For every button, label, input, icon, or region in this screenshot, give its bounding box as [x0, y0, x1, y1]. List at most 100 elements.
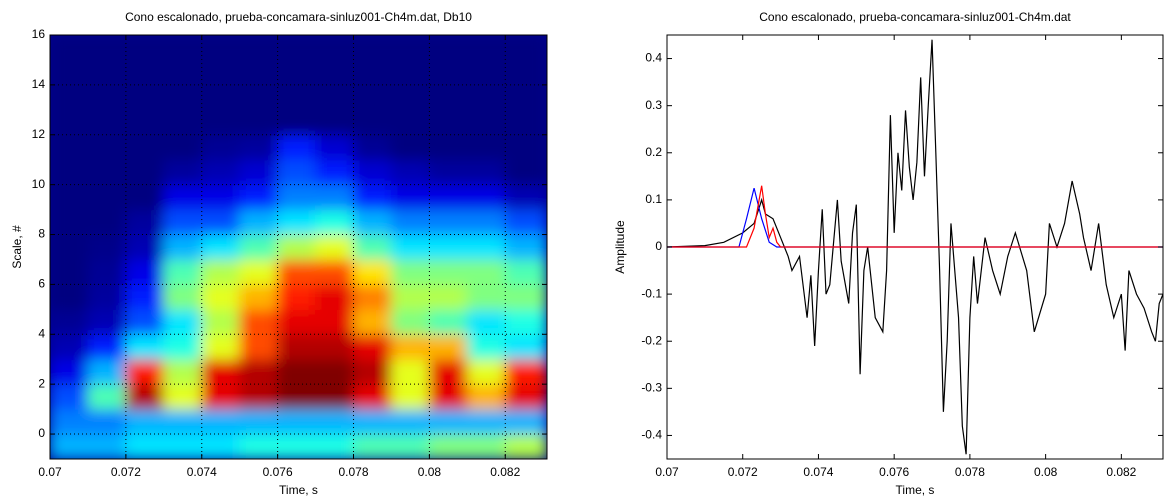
heatmap-cell: [390, 159, 430, 186]
heatmap-cell: [163, 159, 203, 186]
y-tick-label: -0.3: [641, 381, 662, 395]
heatmap-cell: [353, 234, 392, 260]
heatmap-cell: [50, 258, 89, 285]
heatmap-cell: [315, 258, 355, 285]
y-tick-label: 2: [38, 376, 45, 390]
heatmap-cell: [87, 209, 127, 236]
heatmap-cell: [201, 358, 241, 385]
heatmap-cell: [353, 308, 392, 335]
heatmap-cell: [504, 383, 544, 410]
heatmap-cell: [125, 159, 165, 186]
line-series: [667, 39, 1163, 455]
heatmap-cell: [201, 433, 241, 459]
heatmap-cell: [50, 308, 89, 335]
heatmap-cell: [50, 333, 89, 360]
heatmap-cell: [504, 159, 544, 186]
heatmap-cell: [239, 209, 279, 236]
heatmap-cell: [315, 283, 355, 310]
x-axis-label: Time, s: [279, 483, 318, 497]
x-axis-label: Time, s: [896, 483, 935, 497]
heatmap-cell: [466, 283, 506, 310]
heatmap-cell: [201, 159, 241, 186]
heatmap-cell: [163, 358, 203, 385]
heatmap-cell: [428, 308, 468, 335]
y-tick-label: 16: [32, 27, 46, 41]
heatmap-cell: [428, 358, 468, 385]
heatmap-cell: [239, 383, 279, 410]
heatmap-cell: [163, 408, 203, 435]
heatmap-cell: [201, 134, 241, 161]
heatmap-cell: [353, 433, 392, 459]
y-tick-label: 0.1: [645, 192, 662, 206]
y-tick-label: 0.4: [645, 51, 662, 65]
heatmap-cell: [504, 408, 544, 435]
heatmap-cell: [50, 433, 89, 459]
heatmap-cell: [125, 383, 165, 410]
x-tick-label: 0.072: [728, 465, 758, 479]
heatmap-cell: [50, 234, 89, 260]
heatmap-cell: [428, 184, 468, 211]
line-series: [667, 187, 1163, 248]
heatmap-cell: [239, 184, 279, 211]
heatmap-cell: [125, 283, 165, 310]
heatmap-cell: [466, 408, 506, 435]
heatmap-cell: [277, 383, 317, 410]
heatmap-cell: [504, 433, 544, 459]
x-tick-label: 0.08: [1034, 465, 1058, 479]
heatmap-cell: [504, 35, 544, 136]
heatmap-cell: [466, 159, 506, 186]
y-tick-label: 0: [655, 239, 662, 253]
heatmap-cell: [125, 234, 165, 260]
heatmap-cell: [315, 383, 355, 410]
heatmap-cell: [239, 333, 279, 360]
heatmap-cell: [428, 35, 468, 136]
heatmap-cell: [504, 333, 544, 360]
heatmap-cell: [163, 184, 203, 211]
heatmap-cell: [163, 433, 203, 459]
heatmap-cell: [277, 159, 317, 186]
axes-frame: [49, 34, 548, 460]
y-tick-label: -0.1: [641, 286, 662, 300]
heatmap-cell: [277, 308, 317, 335]
heatmap-cell: [277, 234, 317, 260]
heatmap-cell: [466, 184, 506, 211]
heatmap-cell: [201, 333, 241, 360]
heatmap-cell: [428, 383, 468, 410]
heatmap-cell: [239, 258, 279, 285]
y-tick-label: 0.2: [645, 145, 662, 159]
heatmap-cell: [353, 283, 392, 310]
heatmap-cell: [87, 333, 127, 360]
heatmap-cell: [466, 433, 506, 459]
heatmap-cell: [504, 358, 544, 385]
y-tick-label: -0.2: [641, 333, 662, 347]
heatmap-cell: [50, 358, 89, 385]
heatmap-cell: [542, 159, 547, 186]
y-tick-label: 14: [32, 77, 46, 91]
heatmap-cell: [542, 209, 547, 236]
heatmap-cell: [542, 333, 547, 360]
heatmap-cell: [428, 433, 468, 459]
heatmap-cell: [353, 35, 392, 136]
x-tick-label: 0.082: [1106, 465, 1136, 479]
heatmap-cell: [504, 184, 544, 211]
heatmap-cell: [201, 258, 241, 285]
heatmap-cell: [428, 258, 468, 285]
chart-title: Cono escalonado, prueba-concamara-sinluz…: [759, 10, 1071, 24]
heatmap-cell: [390, 184, 430, 211]
y-tick-label: 12: [32, 127, 46, 141]
heatmap-cell: [542, 134, 547, 161]
heatmap-cell: [542, 234, 547, 260]
heatmap-cell: [315, 159, 355, 186]
heatmap-cells: [50, 35, 547, 459]
heatmap-cell: [87, 234, 127, 260]
heatmap-cell: [277, 35, 317, 136]
heatmap-cell: [87, 383, 127, 410]
heatmap-cell: [125, 333, 165, 360]
x-tick-label: 0.08: [418, 465, 442, 479]
heatmap-cell: [201, 234, 241, 260]
heatmap-cell: [239, 234, 279, 260]
line-series: [667, 185, 1163, 248]
heatmap-cell: [277, 283, 317, 310]
